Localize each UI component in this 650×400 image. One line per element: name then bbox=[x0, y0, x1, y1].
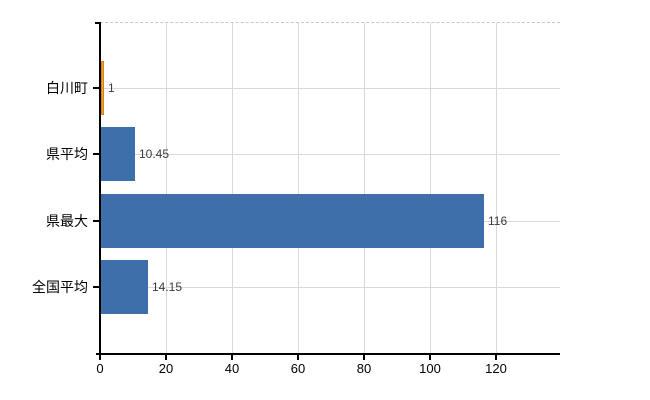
x-axis-tick-label: 40 bbox=[224, 361, 240, 376]
x-axis-tick-label: 20 bbox=[158, 361, 174, 376]
x-gridline bbox=[166, 23, 167, 353]
x-axis-tick-label: 60 bbox=[290, 361, 306, 376]
x-gridline bbox=[298, 23, 299, 353]
category-label: 全国平均 bbox=[32, 279, 88, 295]
x-gridline bbox=[364, 23, 365, 353]
y-axis-line bbox=[99, 22, 101, 355]
x-axis-tick bbox=[495, 355, 497, 360]
x-axis-tick bbox=[363, 355, 365, 360]
bar-1 bbox=[101, 127, 135, 181]
x-axis-tick bbox=[165, 355, 167, 360]
x-axis-tick bbox=[231, 355, 233, 360]
x-axis-line bbox=[96, 353, 560, 355]
y-gridline bbox=[100, 287, 560, 288]
x-gridline bbox=[496, 23, 497, 353]
bar-2 bbox=[101, 194, 484, 248]
plot-area bbox=[100, 22, 560, 353]
x-axis-tick bbox=[429, 355, 431, 360]
bar-value-label: 14.15 bbox=[152, 280, 183, 294]
x-axis-tick-label: 120 bbox=[485, 361, 507, 376]
x-gridline bbox=[232, 23, 233, 353]
x-gridline bbox=[430, 23, 431, 353]
x-axis-tick-label: 100 bbox=[419, 361, 441, 376]
y-gridline bbox=[100, 88, 560, 89]
category-label: 県平均 bbox=[46, 146, 88, 162]
category-label: 白川町 bbox=[46, 80, 88, 96]
bar-value-label: 1 bbox=[108, 81, 115, 95]
bar-value-label: 116 bbox=[488, 214, 508, 228]
bar-value-label: 10.45 bbox=[139, 147, 170, 161]
x-axis-tick-label: 80 bbox=[356, 361, 372, 376]
y-gridline bbox=[100, 154, 560, 155]
x-axis-tick-label: 0 bbox=[96, 361, 104, 376]
x-axis-tick bbox=[297, 355, 299, 360]
y-axis-tick bbox=[93, 220, 100, 222]
y-axis-top-tick bbox=[95, 22, 100, 24]
bar-3 bbox=[101, 260, 148, 314]
y-axis-tick bbox=[93, 87, 100, 89]
bar-0 bbox=[101, 61, 104, 115]
y-axis-tick bbox=[93, 153, 100, 155]
y-axis-tick bbox=[93, 286, 100, 288]
category-label: 県最大 bbox=[46, 213, 88, 229]
x-axis-tick bbox=[99, 355, 101, 360]
